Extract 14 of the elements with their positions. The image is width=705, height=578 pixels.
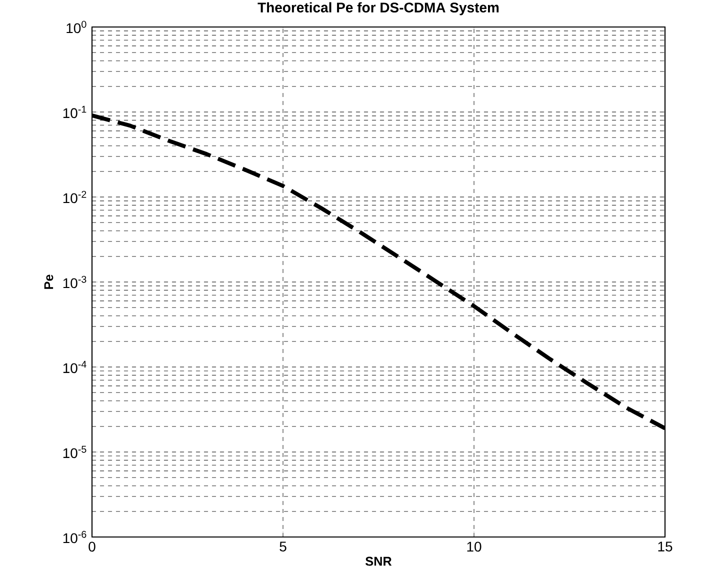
y-tick-label: 10$^{-1}$: [63, 106, 86, 118]
y-tick-label: 10$^{0}$: [66, 20, 86, 34]
x-axis-title: SNR: [365, 556, 392, 566]
y-tick-label: 10$^{-6}$: [63, 530, 86, 544]
x-tick-label: 5: [280, 542, 286, 552]
y-tick-label: 10$^{-3}$: [63, 276, 86, 288]
x-tick-label: 10: [467, 542, 482, 552]
x-tick-label: 15: [658, 542, 672, 552]
x-tick-label: 0: [88, 542, 96, 552]
y-tick-label: 10$^{-5}$: [63, 446, 86, 458]
y-axis-title: Pe: [44, 274, 54, 289]
y-tick-label: 10$^{-2}$: [63, 190, 86, 204]
y-tick-label: 10$^{-4}$: [63, 360, 86, 374]
chart-title: Theoretical Pe for DS-CDMA System: [258, 2, 499, 16]
